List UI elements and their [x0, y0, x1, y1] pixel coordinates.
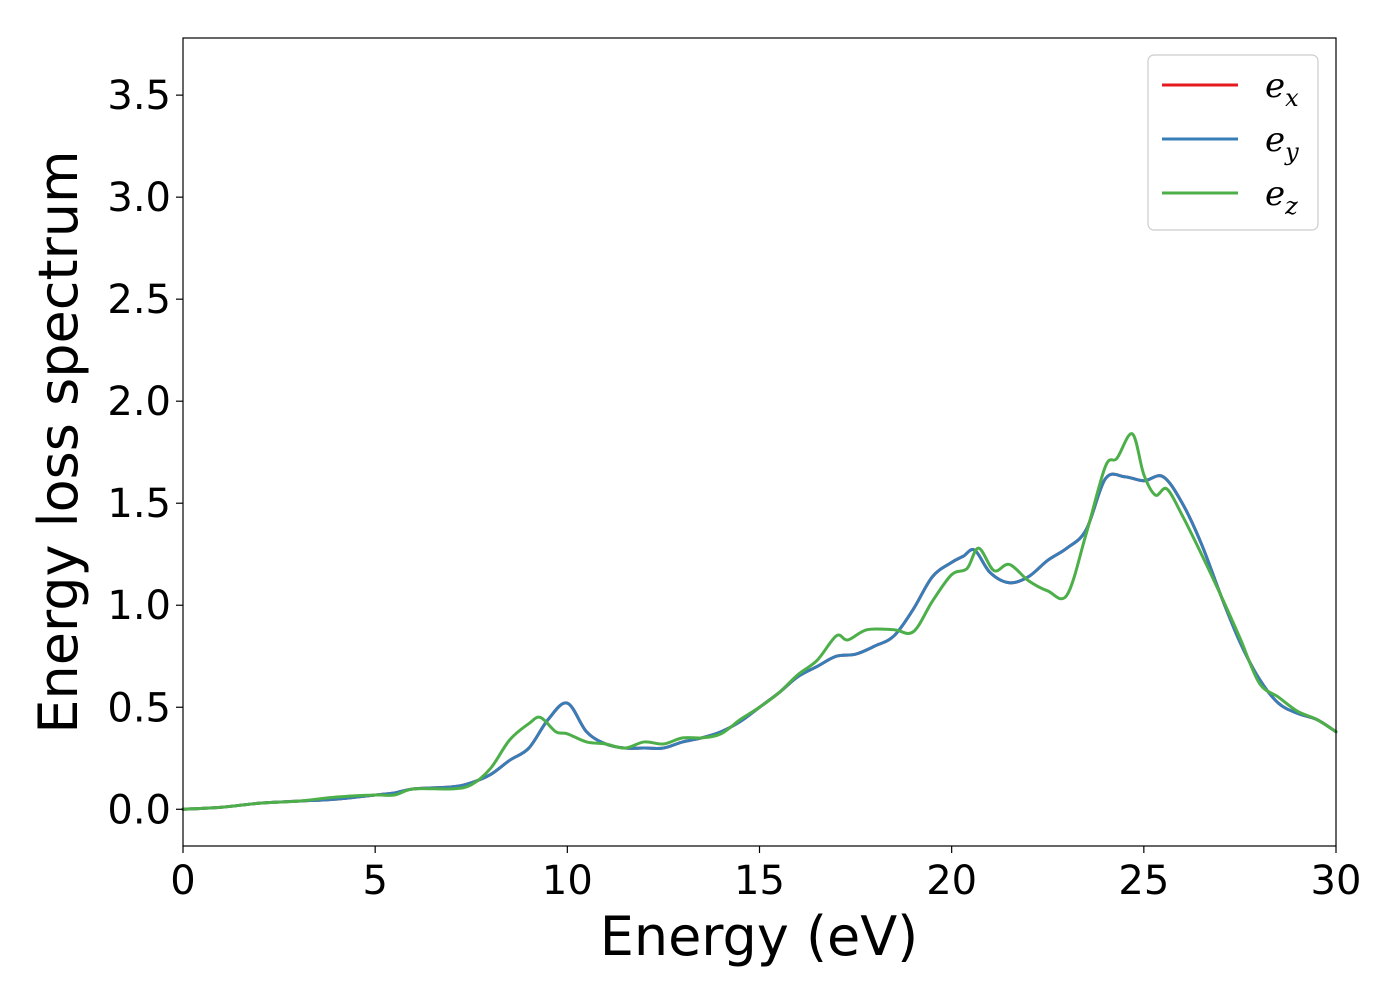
legend-items: ex ey ez [1162, 66, 1299, 220]
y-tick-label: 0.5 [107, 685, 171, 731]
x-tick-label: 25 [1118, 858, 1169, 904]
y-axis: 0.0 0.5 1.0 1.5 2.0 2.5 3.0 3.5 [107, 73, 183, 833]
y-tick-label: 3.0 [107, 175, 171, 221]
legend-label-z: ez [1265, 174, 1298, 220]
legend-label-y: ey [1265, 120, 1299, 166]
y-tick-label: 1.5 [107, 481, 171, 527]
y-tick-label: 1.0 [107, 583, 171, 629]
series-layer [181, 432, 1338, 811]
y-tick-label: 2.0 [107, 379, 171, 425]
legend-label-x: ex [1265, 66, 1299, 112]
x-tick-label: 30 [1311, 858, 1362, 904]
y-tick-label: 0.0 [107, 787, 171, 833]
x-tick-label: 20 [926, 858, 977, 904]
series-line-z [181, 432, 1338, 811]
legend: ex ey ez [1147, 54, 1319, 231]
y-tick-label: 3.5 [107, 73, 171, 119]
x-tick-label: 15 [734, 858, 785, 904]
x-tick-label: 0 [170, 858, 195, 904]
plot-background [183, 38, 1336, 846]
x-axis: 0 5 10 15 20 25 30 [170, 846, 1361, 904]
legend-box [1147, 54, 1319, 231]
y-tick-label: 2.5 [107, 277, 171, 323]
x-tick-label: 5 [362, 858, 387, 904]
y-axis-title: Energy loss spectrum [27, 150, 90, 733]
x-axis-title: Energy (eV) [600, 905, 919, 968]
x-tick-label: 10 [542, 858, 593, 904]
